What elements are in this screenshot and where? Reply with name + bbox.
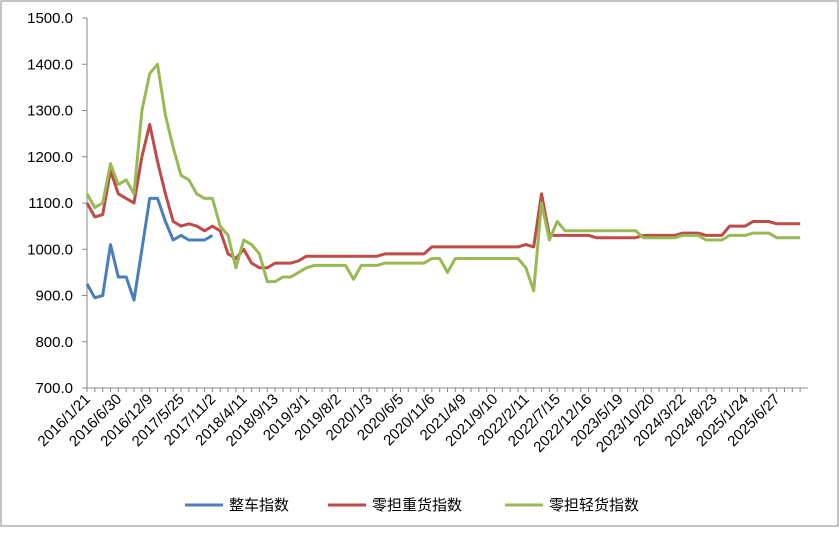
- y-tick-label: 1300.0: [27, 103, 73, 120]
- legend-label: 零担轻货指数: [549, 497, 639, 514]
- legend-label: 零担重货指数: [372, 497, 462, 514]
- y-tick-label: 1200.0: [27, 149, 73, 166]
- y-tick-label: 1500.0: [27, 10, 73, 27]
- y-tick-label: 900.0: [35, 288, 73, 305]
- y-tick-label: 1400.0: [27, 56, 73, 73]
- y-tick-label: 700.0: [35, 380, 73, 397]
- series-line: [85, 122, 801, 270]
- series-line: [85, 62, 801, 293]
- series-line: [85, 196, 214, 302]
- legend-label: 整车指数: [229, 497, 289, 514]
- y-tick-label: 1100.0: [28, 195, 73, 212]
- y-tick-label: 1000.0: [27, 241, 73, 258]
- y-tick-label: 800.0: [35, 334, 73, 351]
